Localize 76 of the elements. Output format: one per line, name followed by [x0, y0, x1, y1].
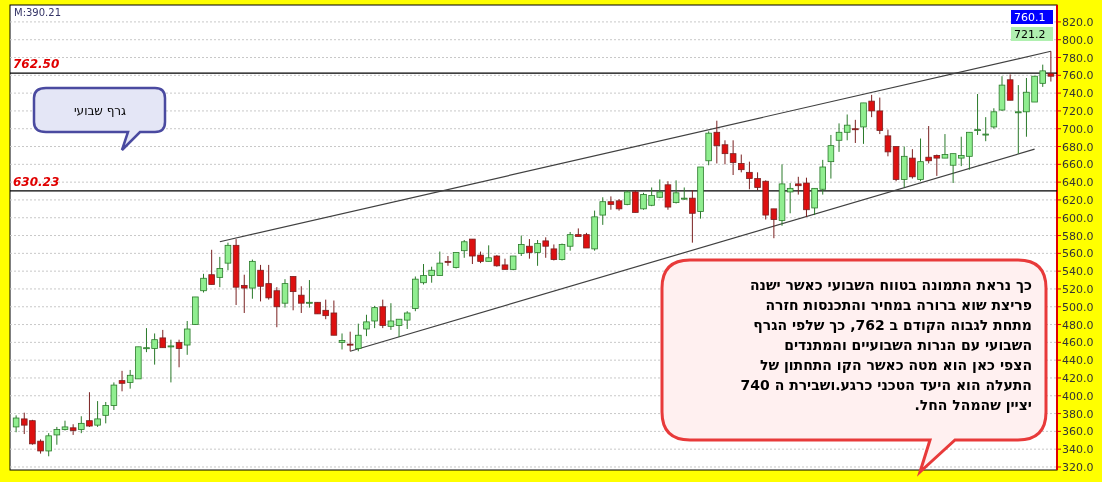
y-tick-label: 340.0: [1062, 443, 1094, 457]
candlestick: [281, 278, 289, 309]
candlestick: [542, 236, 549, 259]
y-tick-label: 800.0: [1062, 33, 1094, 47]
y-tick-label: 400.0: [1062, 389, 1094, 403]
y-tick-label: 600.0: [1062, 211, 1094, 225]
ref-line-label: 630.23: [13, 174, 60, 189]
annotation: גרף שבועי: [73, 104, 127, 118]
y-tick-label: 720.0: [1062, 104, 1094, 118]
candlestick: [900, 146, 908, 188]
y-tick-label: 440.0: [1062, 354, 1094, 368]
candlestick: [387, 302, 395, 331]
y-tick-label: 700.0: [1062, 122, 1094, 136]
annotation: 760.1: [1014, 11, 1046, 24]
y-tick-label: 580.0: [1062, 229, 1094, 243]
candlestick: [183, 320, 191, 356]
candlestick: [444, 255, 452, 267]
candlestick: [167, 339, 175, 383]
candlestick: [852, 119, 859, 144]
candlestick: [941, 133, 949, 159]
candlestick: [607, 195, 615, 211]
candlestick: [909, 148, 916, 180]
annotation: M:390.21: [14, 7, 61, 18]
y-tick-label: 380.0: [1062, 407, 1094, 421]
annotation: 721.2: [1014, 28, 1046, 41]
candlestick: [599, 196, 607, 226]
candlestick: [689, 189, 696, 244]
y-tick-label: 500.0: [1062, 300, 1094, 314]
y-tick-label: 480.0: [1062, 318, 1094, 332]
candlestick: [94, 400, 101, 428]
y-tick-label: 540.0: [1062, 265, 1094, 279]
candlestick: [1047, 50, 1055, 83]
annotation: כך נראת התמונה בטווח השבועי כאשר ישנה פריצת שוא ברורה במחיר והתכנסות חזרה מתחת לגבוה הקודם ב 762, כך שלפי הגרף השבועי עם הנרות השבועיים והמתנדים הצפי כאן הוא מטה כאשר הקו התחתון של התעלה הוא היעד הטכני כרגע.ושבירת ה 740 יציין שהמהל החל.: [740, 277, 1033, 413]
candlestick: [118, 370, 126, 392]
candlestick: [827, 134, 835, 180]
y-tick-label: 680.0: [1062, 140, 1094, 154]
y-tick-label: 760.0: [1062, 69, 1094, 83]
candlestick: [1006, 73, 1014, 101]
y-tick-label: 560.0: [1062, 247, 1094, 261]
candlestick: [86, 391, 93, 428]
candlestick: [884, 129, 892, 157]
candlestick: [518, 235, 525, 257]
y-tick-label: 320.0: [1062, 460, 1094, 474]
y-tick-label: 640.0: [1062, 176, 1094, 190]
y-tick-label: 780.0: [1062, 51, 1094, 65]
candlestick: [338, 332, 346, 350]
candlestick: [306, 279, 313, 309]
y-tick-label: 360.0: [1062, 425, 1094, 439]
y-tick-label: 420.0: [1062, 371, 1094, 385]
candlestick: [917, 138, 924, 182]
candlestick: [632, 189, 639, 213]
candlestick: [379, 299, 387, 329]
candlestick: [526, 238, 533, 260]
candlestick: [200, 273, 207, 294]
candlestick: [664, 180, 672, 211]
y-tick-label: 620.0: [1062, 193, 1094, 207]
candlestick: [355, 323, 362, 352]
candlestick: [990, 107, 998, 130]
candlestick: [982, 116, 989, 142]
y-tick-label: 820.0: [1062, 15, 1094, 29]
y-tick-label: 740.0: [1062, 87, 1094, 101]
y-tick-label: 460.0: [1062, 336, 1094, 350]
candlestick: [289, 275, 297, 311]
y-tick-label: 520.0: [1062, 282, 1094, 296]
candlestick: [175, 339, 183, 368]
candlestick: [208, 249, 215, 285]
candlestick: [216, 256, 224, 288]
candlestick: [974, 93, 981, 136]
y-tick-label: 660.0: [1062, 158, 1094, 172]
candlestick: [346, 331, 354, 352]
candlestick: [534, 239, 541, 267]
candlestick: [298, 285, 305, 314]
candlestick: [224, 242, 232, 271]
candlestick: [729, 139, 737, 176]
ref-line-label: 762.50: [13, 57, 60, 72]
candlestick: [69, 423, 77, 436]
